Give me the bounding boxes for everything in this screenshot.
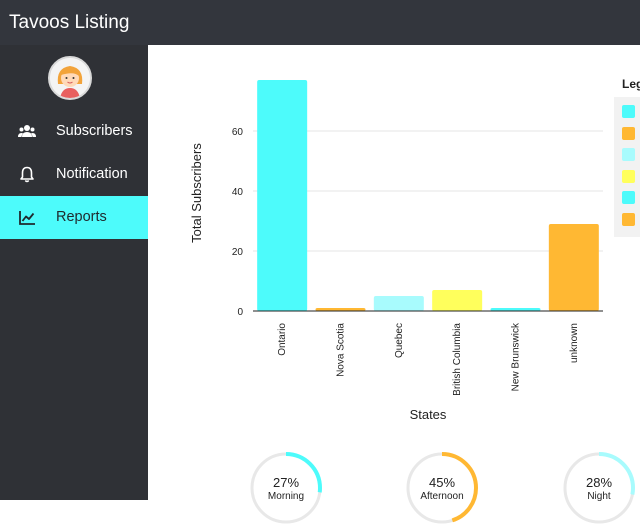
y-tick-label: 0 <box>237 307 243 318</box>
sidebar-item-label: Reports <box>56 209 107 225</box>
ring-percent: 27% <box>272 475 300 490</box>
y-tick-label: 60 <box>232 127 244 138</box>
bar-ontario[interactable] <box>257 80 308 311</box>
bar-quebec[interactable] <box>373 296 424 311</box>
bar-nova-scotia[interactable] <box>315 308 366 311</box>
avatar[interactable] <box>48 56 92 100</box>
reports-panel: 0 20 40 60 Ontario Nova Scotia Quebec British … <box>148 45 640 524</box>
sidebar-item-notification[interactable]: Notification <box>0 153 148 196</box>
ring-caption: Morning <box>267 491 305 502</box>
time-of-day-ring-night: 28% Night <box>561 450 637 526</box>
x-tick-label: British Columbia <box>452 323 463 396</box>
legend-title: Leg <box>622 77 640 91</box>
app-title-bar: Tavoos Listing <box>0 0 640 45</box>
y-tick-label: 20 <box>232 247 244 258</box>
x-axis-title: States <box>410 407 447 422</box>
ring-fill <box>250 452 322 524</box>
x-tick-label: Quebec <box>394 323 405 358</box>
bell-icon <box>20 166 34 183</box>
ring-label: 28% Night <box>561 475 637 502</box>
sidebar-item-label: Subscribers <box>56 123 133 139</box>
x-tick-label: Ontario <box>277 323 288 356</box>
users-icon <box>18 125 36 137</box>
app-title: Tavoos Listing <box>9 12 130 33</box>
ring-percent: 28% <box>585 475 613 490</box>
legend-swatch <box>622 212 635 226</box>
legend-box <box>614 97 640 237</box>
avatar-girl-icon <box>50 58 90 98</box>
sidebar-item-subscribers[interactable]: Subscribers <box>0 110 148 153</box>
ring-fill <box>563 452 635 524</box>
chart-line-icon <box>19 211 35 225</box>
legend-swatch <box>622 191 635 204</box>
sidebar: Subscribers Notification Reports <box>0 45 148 500</box>
time-of-day-ring-afternoon: 45% Afternoon <box>404 450 480 526</box>
bar-british-columbia[interactable] <box>432 290 483 311</box>
sidebar-item-reports[interactable]: Reports <box>0 196 148 239</box>
bar-new-brunswick[interactable] <box>490 308 541 311</box>
ring-fill <box>406 452 478 524</box>
ring-percent: 45% <box>428 475 456 490</box>
y-axis-title: Total Subscribers <box>189 143 204 243</box>
y-tick-label: 40 <box>232 187 244 198</box>
chart-legend: Leg <box>614 75 640 237</box>
time-of-day-ring-morning: 27% Morning <box>248 450 324 526</box>
ring-label: 45% Afternoon <box>404 475 480 502</box>
ring-caption: Afternoon <box>420 491 464 502</box>
bar-unknown[interactable] <box>548 224 599 311</box>
ring-label: 27% Morning <box>248 475 324 502</box>
subscribers-bar-chart: 0 20 40 60 Ontario Nova Scotia Quebec British … <box>189 80 603 422</box>
x-tick-label: Nova Scotia <box>336 323 347 377</box>
legend-swatch <box>622 126 635 140</box>
x-tick-label: unknown <box>569 323 580 363</box>
legend-swatch <box>622 169 635 183</box>
ring-caption: Night <box>587 491 611 502</box>
sidebar-item-label: Notification <box>56 166 128 182</box>
x-tick-label: New Brunswick <box>511 322 522 391</box>
legend-swatch <box>622 148 635 161</box>
legend-swatch <box>622 105 635 118</box>
